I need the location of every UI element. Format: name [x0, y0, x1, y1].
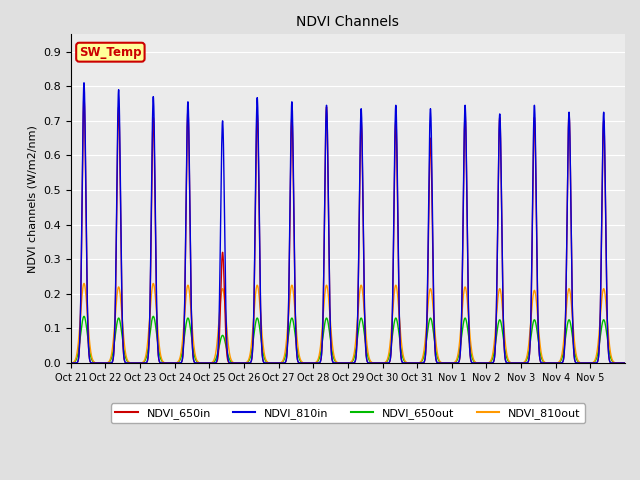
NDVI_650in — [80, 94, 88, 99]
NDVI_650out — [468, 354, 476, 360]
NDVI_650in — [536, 359, 544, 364]
NDVI_810out — [180, 313, 188, 319]
NDVI_650in — [419, 360, 427, 366]
NDVI_650out — [504, 356, 511, 362]
Text: SW_Temp: SW_Temp — [79, 46, 141, 59]
NDVI_650in — [615, 360, 623, 366]
NDVI_650in — [468, 360, 476, 365]
NDVI_810out — [504, 353, 511, 359]
NDVI_810in — [536, 359, 544, 364]
NDVI_810in — [504, 360, 511, 366]
NDVI_650out — [419, 356, 427, 361]
Line: NDVI_810in: NDVI_810in — [71, 83, 625, 363]
NDVI_650in — [504, 360, 511, 366]
Line: NDVI_650out: NDVI_650out — [71, 316, 625, 363]
NDVI_650out — [615, 360, 623, 366]
NDVI_810out — [419, 353, 427, 359]
NDVI_650out — [621, 360, 629, 366]
NDVI_810in — [67, 360, 75, 366]
Line: NDVI_810out: NDVI_810out — [71, 284, 625, 363]
NDVI_810in — [615, 360, 623, 366]
NDVI_810out — [80, 281, 88, 287]
NDVI_810in — [468, 360, 476, 365]
NDVI_650out — [80, 313, 88, 319]
NDVI_650in — [621, 360, 629, 366]
Y-axis label: NDVI channels (W/m2/nm): NDVI channels (W/m2/nm) — [28, 125, 38, 273]
Title: NDVI Channels: NDVI Channels — [296, 15, 399, 29]
Line: NDVI_650in: NDVI_650in — [71, 96, 625, 363]
NDVI_810out — [615, 360, 623, 366]
NDVI_650in — [180, 312, 188, 318]
NDVI_650out — [67, 360, 75, 366]
NDVI_650out — [180, 333, 188, 339]
NDVI_810out — [536, 345, 544, 351]
NDVI_810in — [621, 360, 629, 366]
NDVI_810out — [67, 360, 75, 366]
NDVI_810in — [419, 360, 427, 366]
NDVI_810in — [80, 80, 88, 85]
Legend: NDVI_650in, NDVI_810in, NDVI_650out, NDVI_810out: NDVI_650in, NDVI_810in, NDVI_650out, NDV… — [111, 403, 585, 423]
NDVI_810out — [621, 360, 629, 366]
NDVI_650in — [67, 360, 75, 366]
NDVI_810in — [180, 310, 188, 316]
NDVI_810out — [468, 349, 476, 355]
NDVI_650out — [536, 351, 544, 357]
